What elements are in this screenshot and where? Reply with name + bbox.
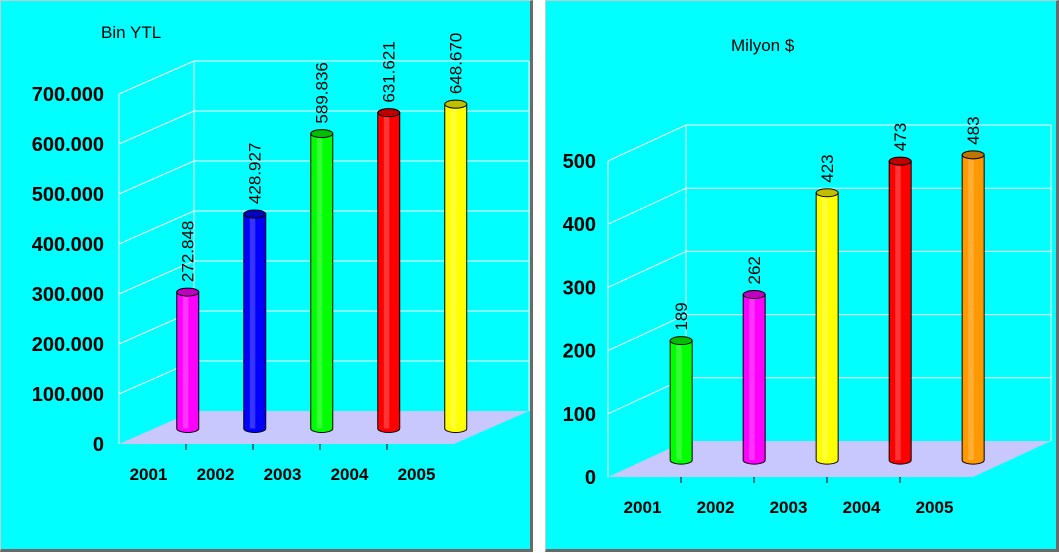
chart-bin-ytl: 0 100.000 200.000 300.000 400.000 500.000 600.… (32, 23, 530, 484)
data-label: 189 (672, 302, 691, 330)
chart-panel-left: 0 100.000 200.000 300.000 400.000 500.000 600.… (0, 0, 533, 552)
bar-highlight (249, 214, 256, 429)
x-tick-label: 2002 (197, 465, 235, 484)
chart-title: Milyon $ (731, 36, 795, 55)
gridline (607, 250, 687, 288)
y-tick-label: 400.000 (32, 234, 104, 256)
x-tick-label: 2003 (264, 465, 302, 484)
bar (669, 336, 693, 465)
x-tick-label: 2004 (843, 498, 881, 517)
y-tick-label: 100.000 (32, 384, 104, 406)
bar-top (961, 150, 985, 160)
bar-top (669, 336, 693, 346)
bar-top (377, 108, 401, 118)
x-tick-label: 2001 (624, 498, 662, 517)
bar-highlight (383, 112, 390, 429)
x-tick-label: 2004 (331, 465, 369, 484)
data-label: 473 (891, 123, 910, 151)
y-tick-label: 0 (585, 467, 596, 489)
bar-highlight (676, 340, 682, 461)
bar-highlight (316, 133, 323, 429)
y-tick-label: 400 (563, 214, 596, 236)
bar (888, 156, 912, 465)
bar-top (176, 287, 200, 297)
bar-highlight (450, 104, 457, 429)
data-label: 262 (745, 256, 764, 284)
bar-highlight (895, 161, 901, 461)
gridline (118, 260, 195, 295)
y-tick-label: 300.000 (32, 284, 104, 306)
y-tick-label: 600.000 (32, 134, 104, 156)
y-tick-label: 700.000 (32, 84, 104, 106)
bar (377, 108, 401, 433)
bar (444, 99, 468, 433)
gridline (118, 160, 195, 195)
bar (961, 150, 985, 465)
x-tick-label: 2001 (130, 465, 168, 484)
data-label: 631.621 (380, 41, 399, 102)
y-tick-label: 500 (563, 151, 596, 173)
x-tick-label: 2005 (916, 498, 954, 517)
y-tick-label: 500.000 (32, 184, 104, 206)
bar-top (742, 289, 766, 299)
bar-highlight (182, 292, 189, 429)
bar (176, 287, 200, 433)
x-tick-label: 2005 (398, 465, 436, 484)
gridline (607, 314, 687, 352)
chart-panel-right: 0 100 200 300 400 500 2001 2002 2003 2004 2005 18… (545, 0, 1059, 552)
x-tick-label: 2002 (697, 498, 735, 517)
bar-top (888, 156, 912, 166)
chart-title: Bin YTL (101, 23, 161, 42)
gridline (118, 210, 195, 245)
data-label: 589.836 (313, 62, 332, 123)
gridline (607, 124, 687, 162)
bar (243, 209, 267, 433)
data-label: 423 (818, 154, 837, 182)
bar-top (815, 188, 839, 198)
data-label: 428.927 (246, 143, 265, 204)
data-label: 483 (964, 116, 983, 144)
gridline (607, 187, 687, 225)
bar-highlight (749, 294, 755, 461)
bar (310, 129, 334, 433)
bar-highlight (822, 192, 828, 461)
y-tick-label: 300 (563, 277, 596, 299)
y-tick-label: 200.000 (32, 334, 104, 356)
data-label: 272.848 (179, 221, 198, 282)
y-tick-label: 100 (563, 404, 596, 426)
chart-milyon-dolar: 0 100 200 300 400 500 2001 2002 2003 2004 2005 18… (563, 36, 1052, 517)
bar (815, 188, 839, 465)
bar-top (243, 209, 267, 219)
x-tick-label: 2003 (770, 498, 808, 517)
y-tick-label: 200 (563, 341, 596, 363)
bar-top (444, 99, 468, 109)
gridline (118, 110, 195, 145)
gridline (118, 60, 195, 95)
y-tick-label: 0 (93, 434, 104, 456)
bar (742, 289, 766, 465)
bar-top (310, 129, 334, 139)
bar-highlight (968, 154, 974, 461)
data-label: 648.670 (447, 33, 466, 94)
